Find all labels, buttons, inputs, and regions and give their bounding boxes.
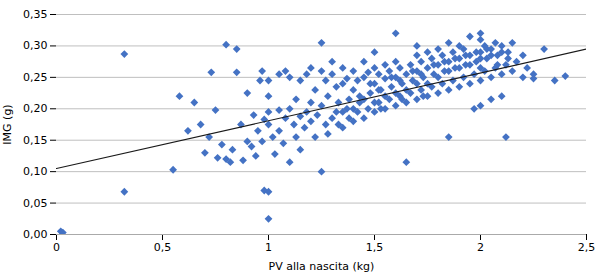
svg-text:0,5: 0,5 xyxy=(154,241,172,254)
svg-text:1: 1 xyxy=(265,241,272,254)
svg-text:0,20: 0,20 xyxy=(23,102,48,115)
svg-text:0: 0 xyxy=(53,241,60,254)
svg-text:2,5: 2,5 xyxy=(578,241,596,254)
svg-text:PV alla nascita (kg): PV alla nascita (kg) xyxy=(269,260,375,272)
svg-text:0,15: 0,15 xyxy=(23,134,48,147)
svg-text:1,5: 1,5 xyxy=(366,241,384,254)
svg-text:IMG (g): IMG (g) xyxy=(1,104,14,144)
svg-text:0,35: 0,35 xyxy=(23,8,48,21)
svg-text:2: 2 xyxy=(477,241,484,254)
svg-text:0,25: 0,25 xyxy=(23,71,48,84)
svg-text:0,10: 0,10 xyxy=(23,165,48,178)
svg-text:0,30: 0,30 xyxy=(23,39,48,52)
svg-text:0,00: 0,00 xyxy=(23,228,48,241)
svg-text:0,05: 0,05 xyxy=(23,197,48,210)
